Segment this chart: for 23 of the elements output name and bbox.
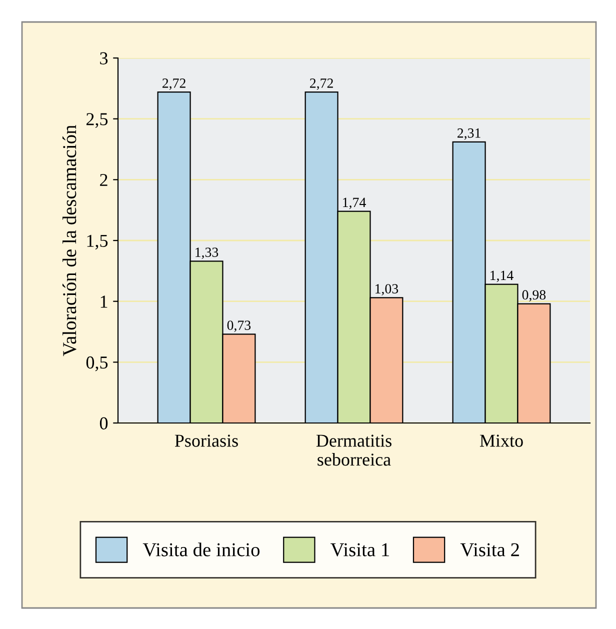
y-tick-label: 1 — [100, 296, 108, 308]
x-tick-label: Dermatitis seborreica — [316, 434, 392, 466]
y-tick-label: 1,5 — [87, 234, 108, 250]
data-label: 1,03 — [376, 284, 398, 296]
data-label: 2,72 — [310, 78, 333, 90]
y-tick-label: 3 — [100, 52, 108, 64]
data-label: 0,73 — [227, 320, 251, 332]
legend-label: Visita 1 — [330, 543, 389, 556]
y-axis-title: Valoración de la descamación — [62, 125, 76, 356]
y-tick-label: 2,5 — [86, 113, 108, 128]
x-tick-label: Psoriasis — [174, 434, 238, 447]
y-tick-label: 0,5 — [86, 356, 108, 372]
data-label: 0,98 — [522, 290, 546, 302]
x-tick-label: Mixto — [480, 434, 523, 447]
legend-label: Visita 2 — [460, 543, 519, 556]
legend-label: Visita de inicio — [142, 542, 260, 556]
data-label: 1,74 — [343, 198, 366, 210]
y-tick-label: 2 — [100, 174, 108, 186]
data-label: 1,14 — [490, 270, 514, 282]
data-label: 2,31 — [458, 128, 480, 140]
data-label: 2,72 — [162, 78, 186, 90]
y-tick-label: 0 — [100, 417, 108, 430]
data-label: 1,33 — [196, 248, 218, 259]
